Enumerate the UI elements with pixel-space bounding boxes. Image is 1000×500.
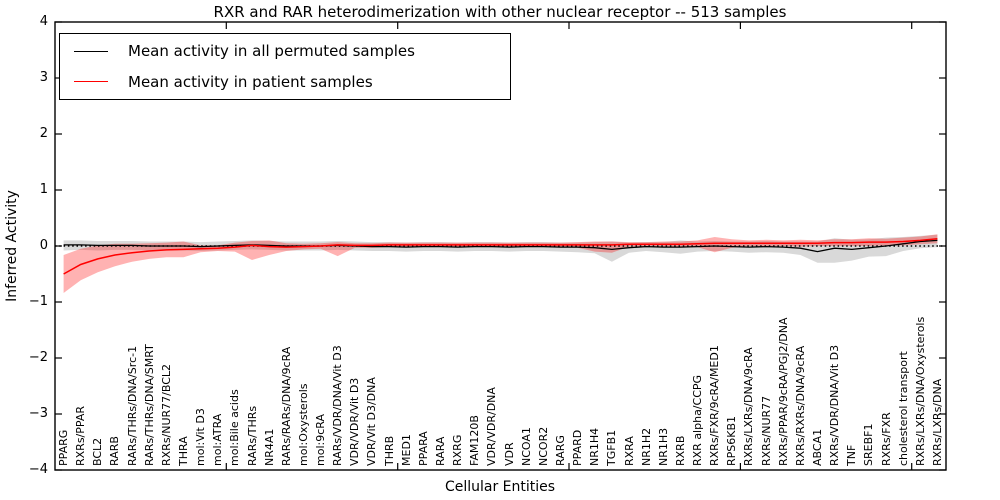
x-tick-label: THRB [382,435,396,466]
x-tick-label: RARA [434,436,448,466]
legend-label-permuted: Mean activity in all permuted samples [128,42,415,61]
x-tick-label: FAM120B [468,415,482,466]
x-tick-label: RXRs/LXRs/DNA [930,378,944,466]
patient-confidence-band [63,234,938,293]
x-tick-label: RARs/THRs/DNA/SMRT [142,344,156,466]
x-tick-label: RXRs/RXRs/DNA/9cRA [793,345,807,466]
y-tick-label: 2 [39,126,48,141]
x-tick-label: NR1H2 [639,427,653,466]
y-tick-label: 3 [39,70,48,85]
x-tick-label: RARs/THRs [245,405,259,466]
x-tick-label: RPS6KB1 [725,415,739,466]
x-tick-label: PPARG [57,429,71,466]
x-tick-label: RARB [108,436,122,466]
x-tick-label: cholesterol transport [896,351,910,466]
y-tick-label: −3 [28,406,48,421]
x-tick-label: NCOR2 [536,426,550,466]
x-tick-label: TGFB1 [605,429,619,466]
x-tick-label: PPARA [416,431,430,466]
x-tick-label: mol:Oxysterols [296,383,310,467]
x-tick-label: RXRs/FXR [879,412,893,466]
chart-title: RXR and RAR heterodimerization with othe… [213,3,787,21]
x-tick-label: RXRs/NUR77/BCL2 [159,363,173,466]
x-tick-label: RXR alpha/CCPG [691,374,705,466]
y-tick-label: 1 [39,182,48,197]
x-tick-label: VDR/Vit D3/DNA [365,377,379,466]
legend-row-permuted: Mean activity in all permuted samples [60,38,510,64]
y-tick-label: 0 [39,238,48,253]
x-tick-label: NR1H3 [656,427,670,466]
x-tick-label: mol:Bile acids [228,389,242,466]
x-tick-label: RXRs/PPAR [74,406,88,466]
x-tick-label: BCL2 [91,437,105,466]
x-tick-label: VDR [502,442,516,466]
x-tick-label: RARs/VDR/DNA/Vit D3 [331,345,345,466]
x-tick-label: RARs/RARs/DNA/9cRA [279,346,293,466]
x-tick-label: NCOA1 [519,427,533,466]
x-tick-label: RXRs/NUR77 [759,395,773,466]
x-tick-label: PPARD [571,429,585,466]
x-tick-label: NR1H4 [588,427,602,466]
x-tick-label: THRA [177,436,190,466]
x-axis-label: Cellular Entities [444,479,556,495]
y-tick-label: 4 [39,14,48,29]
permuted-confidence-band [63,234,938,263]
x-tick-label: RXRG [451,434,465,466]
patient-line-swatch [74,81,108,83]
x-tick-label: mol:9cRA [314,414,328,466]
x-tick-label: MED1 [399,434,413,466]
x-tick-label: SREBF1 [862,423,876,466]
x-tick-label: RXRA [622,436,636,466]
x-tick-label: RARG [553,435,567,466]
x-tick-label: RXRs/PPAR/9cRA/PGJ2/DNA [776,317,790,467]
x-tick-label: TNF [845,444,859,466]
y-tick-label: −1 [28,294,48,309]
x-tick-label: mol:ATRA [211,413,225,466]
y-tick-label: −4 [28,462,48,477]
x-tick-label: RXRs/VDR/DNA/Vit D3 [828,344,842,466]
legend: Mean activity in all permuted samples Me… [59,33,511,100]
permuted-mean-line [63,239,938,253]
permuted-line-swatch [74,50,108,52]
legend-label-patient: Mean activity in patient samples [128,72,373,91]
y-tick-label: −2 [28,350,48,365]
x-tick-label: VDR/VDR/DNA [485,387,499,466]
x-tick-label: ABCA1 [810,428,824,466]
x-tick-label: RXRs/LXRs/DNA/9cRA [742,347,756,466]
x-tick-label: RXRB [673,435,687,466]
x-tick-label: NR4A1 [262,428,276,466]
legend-row-patient: Mean activity in patient samples [60,69,510,95]
x-tick-label: mol:Vit D3 [194,408,208,466]
patient-mean-line [63,237,938,275]
x-tick-label: RXRs/FXR/9cRA/MED1 [708,345,722,466]
x-tick-label: VDR/VDR/Vit D3 [348,377,362,466]
x-tick-label: RARs/THRs/DNA/Src-1 [125,345,139,466]
x-tick-label: RXRs/LXRs/DNA/Oxysterols [913,316,927,466]
